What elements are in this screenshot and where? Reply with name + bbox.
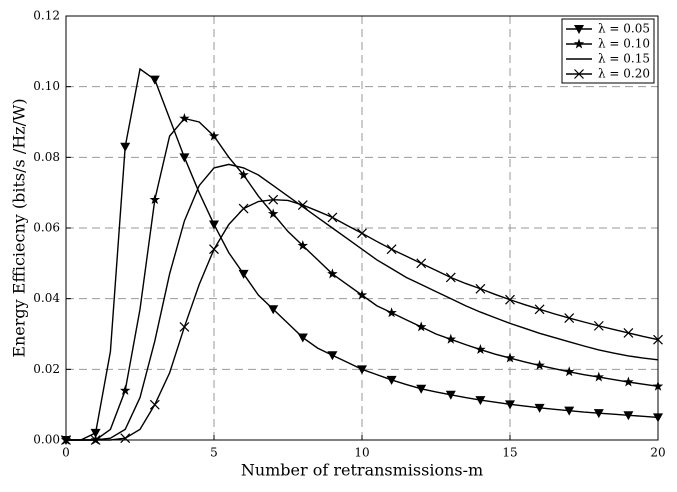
marker	[415, 321, 427, 332]
marker	[238, 169, 249, 180]
legend: λ = 0.05λ = 0.10λ = 0.15λ = 0.20	[561, 18, 655, 84]
marker	[209, 220, 219, 230]
marker	[208, 130, 220, 141]
legend-label: λ = 0.20	[598, 67, 650, 81]
marker	[149, 399, 160, 410]
marker	[416, 258, 427, 269]
marker	[268, 305, 279, 315]
marker	[297, 240, 309, 251]
marker	[534, 359, 545, 370]
x-tick-label: 10	[354, 446, 369, 460]
series-line	[66, 163, 659, 441]
marker	[504, 352, 516, 363]
marker	[120, 433, 131, 444]
marker	[564, 406, 575, 416]
x-tick-label: 0	[62, 446, 70, 460]
marker	[416, 384, 427, 394]
marker	[653, 334, 663, 345]
marker	[652, 380, 664, 391]
marker	[238, 269, 249, 279]
marker	[623, 411, 634, 421]
marker	[386, 375, 397, 385]
marker	[593, 371, 605, 382]
marker	[238, 203, 249, 214]
marker	[445, 390, 456, 400]
marker	[297, 333, 308, 343]
marker	[209, 244, 219, 255]
marker	[653, 413, 663, 423]
marker	[149, 194, 161, 205]
marker	[386, 244, 397, 255]
marker	[505, 400, 515, 410]
legend-label: λ = 0.05	[598, 22, 650, 36]
marker	[386, 307, 397, 318]
marker	[120, 142, 131, 152]
marker	[90, 428, 101, 438]
marker	[475, 344, 486, 354]
marker	[268, 194, 279, 205]
marker	[623, 328, 634, 338]
marker	[593, 320, 604, 331]
marker	[505, 294, 515, 305]
marker	[119, 385, 131, 395]
marker	[475, 283, 486, 294]
legend-marker	[574, 25, 584, 34]
marker	[297, 200, 308, 210]
marker	[149, 75, 160, 85]
marker	[563, 366, 575, 377]
x-tick-label: 15	[502, 446, 517, 460]
x-tick-label: 20	[650, 446, 665, 460]
y-axis-label: Energy Efficiecny (bits/s /Hz/W)	[10, 98, 29, 357]
y-tick-label: 0.10	[33, 79, 60, 93]
y-tick-label: 0.00	[33, 433, 60, 447]
marker	[327, 268, 338, 279]
x-tick-label: 5	[210, 446, 218, 460]
marker	[61, 435, 71, 445]
y-tick-label: 0.06	[33, 221, 60, 235]
legend-marker	[573, 38, 585, 49]
legend-label: λ = 0.15	[598, 52, 650, 66]
y-tick-label: 0.04	[33, 291, 60, 305]
marker	[593, 409, 604, 419]
marker	[179, 322, 190, 332]
x-axis-label: Number of retransmissions-m	[241, 461, 483, 480]
marker	[90, 435, 101, 445]
y-tick-label: 0.12	[33, 9, 60, 23]
marker	[475, 396, 486, 406]
marker	[357, 228, 367, 239]
marker	[445, 272, 456, 283]
legend-marker	[574, 69, 584, 79]
marker	[534, 304, 545, 315]
marker	[179, 153, 190, 163]
marker	[179, 112, 190, 123]
plot-frame	[65, 15, 659, 441]
marker	[327, 351, 338, 361]
legend-label: λ = 0.10	[598, 37, 650, 51]
marker	[445, 333, 457, 344]
marker	[356, 289, 368, 300]
marker	[327, 212, 338, 223]
marker	[534, 403, 545, 413]
y-tick-label: 0.08	[33, 150, 60, 164]
marker	[564, 313, 575, 324]
marker	[623, 376, 634, 387]
marker	[357, 365, 367, 375]
marker	[267, 208, 279, 219]
y-tick-label: 0.02	[33, 362, 60, 376]
